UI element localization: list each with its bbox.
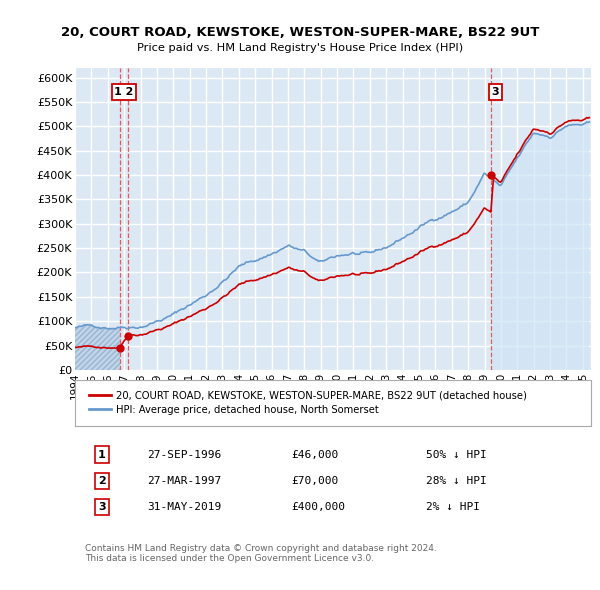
Text: 27-SEP-1996: 27-SEP-1996	[147, 450, 221, 460]
Text: 3: 3	[98, 502, 106, 512]
Text: 27-MAR-1997: 27-MAR-1997	[147, 476, 221, 486]
Text: 1 2: 1 2	[114, 87, 134, 97]
Text: 28% ↓ HPI: 28% ↓ HPI	[426, 476, 487, 486]
Text: Price paid vs. HM Land Registry's House Price Index (HPI): Price paid vs. HM Land Registry's House …	[137, 43, 463, 53]
Text: 2: 2	[98, 476, 106, 486]
Legend: 20, COURT ROAD, KEWSTOKE, WESTON-SUPER-MARE, BS22 9UT (detached house), HPI: Ave: 20, COURT ROAD, KEWSTOKE, WESTON-SUPER-M…	[85, 386, 531, 419]
Text: 2% ↓ HPI: 2% ↓ HPI	[426, 502, 480, 512]
Text: £46,000: £46,000	[292, 450, 339, 460]
Text: £400,000: £400,000	[292, 502, 346, 512]
Text: 50% ↓ HPI: 50% ↓ HPI	[426, 450, 487, 460]
Text: 3: 3	[491, 87, 499, 97]
Text: £70,000: £70,000	[292, 476, 339, 486]
Text: Contains HM Land Registry data © Crown copyright and database right 2024.
This d: Contains HM Land Registry data © Crown c…	[85, 543, 437, 563]
Text: 1: 1	[98, 450, 106, 460]
Text: 31-MAY-2019: 31-MAY-2019	[147, 502, 221, 512]
Text: 20, COURT ROAD, KEWSTOKE, WESTON-SUPER-MARE, BS22 9UT: 20, COURT ROAD, KEWSTOKE, WESTON-SUPER-M…	[61, 26, 539, 39]
